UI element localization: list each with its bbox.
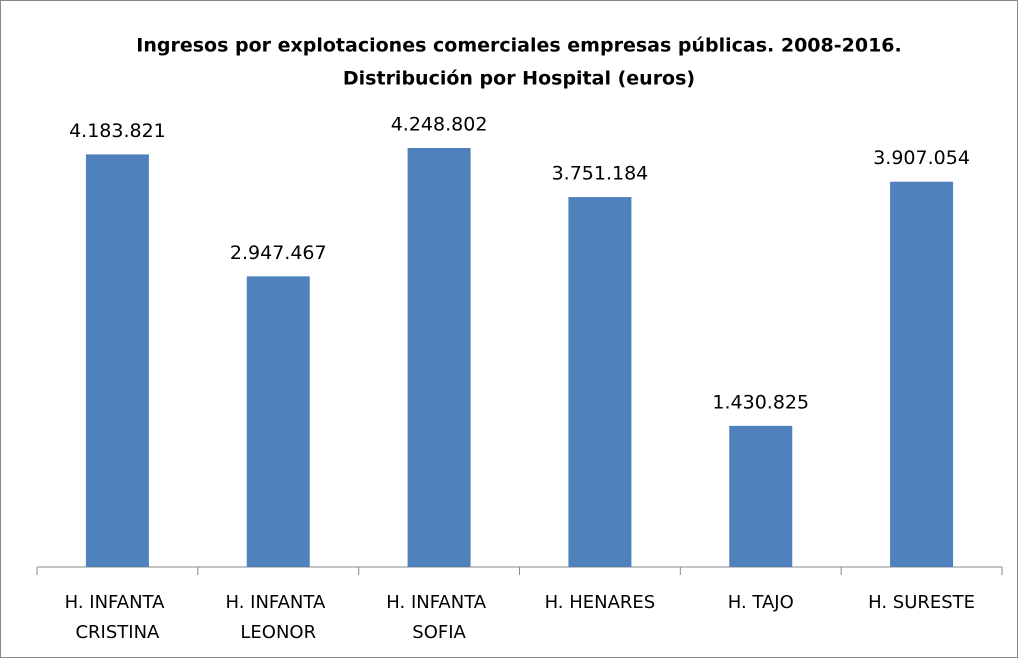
bar	[568, 197, 632, 567]
bar	[890, 181, 954, 567]
bar	[407, 148, 471, 567]
data-label: 1.430.825	[712, 391, 809, 413]
data-label: 3.907.054	[873, 147, 970, 169]
data-label: 3.751.184	[552, 163, 649, 185]
x-tick-label: H. INFANTA SOFIA	[386, 592, 492, 643]
bar	[85, 154, 149, 567]
x-tick-label: H. INFANTA CRISTINA	[65, 592, 171, 643]
chart-title: Ingresos por explotaciones comerciales e…	[136, 35, 901, 57]
data-label: 2.947.467	[230, 242, 327, 264]
bar	[729, 425, 793, 567]
chart-subtitle: Distribución por Hospital (euros)	[343, 68, 695, 90]
x-tick-label: H. HENARES	[545, 592, 656, 613]
x-tick-label: H. INFANTA LEONOR	[225, 592, 331, 643]
bar	[246, 276, 310, 567]
data-label: 4.248.802	[391, 114, 488, 136]
data-label: 4.183.821	[69, 120, 166, 142]
x-tick-label: H. TAJO	[728, 592, 794, 613]
x-tick-label: H. SURESTE	[868, 592, 975, 613]
